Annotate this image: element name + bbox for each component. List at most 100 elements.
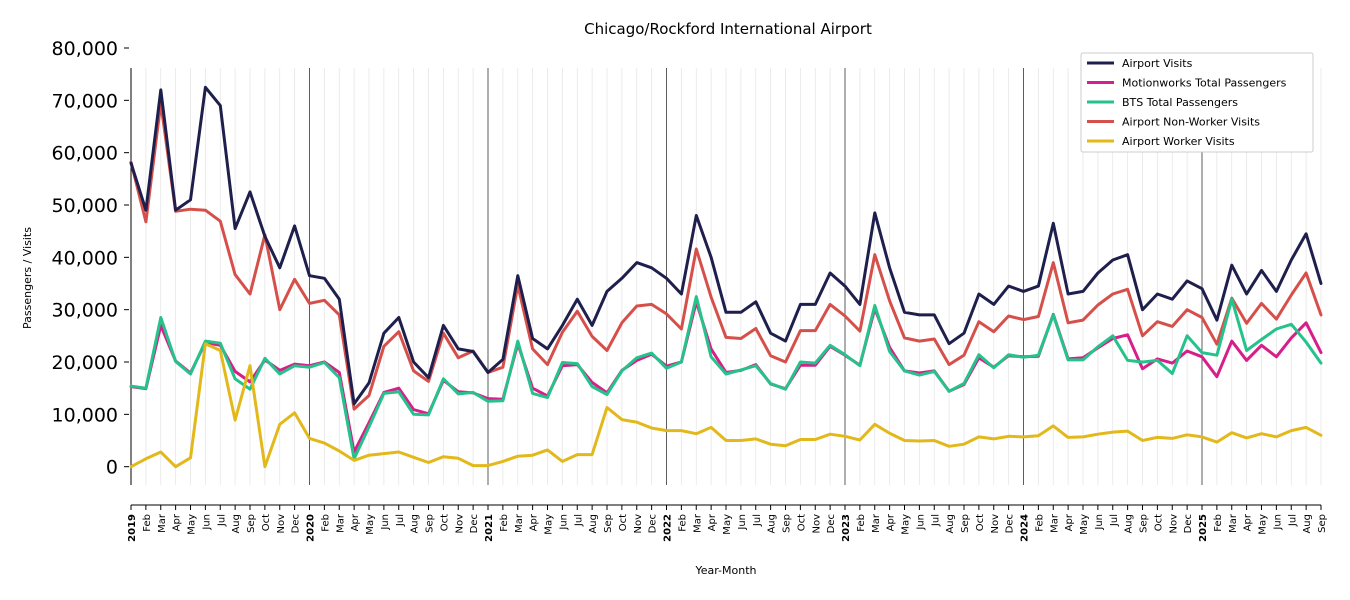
x-tick-label: Jun (380, 514, 391, 531)
x-axis-label: Year-Month (694, 564, 756, 577)
x-tick-label: Aug (1124, 514, 1135, 534)
x-tick-label: Apr (1064, 513, 1075, 531)
x-tick-label: Apr (707, 513, 718, 531)
x-tick-label: Jun (1272, 514, 1283, 531)
x-tick-label: Apr (1243, 513, 1254, 531)
x-tick-label: May (1258, 514, 1269, 535)
x-tick-label: Jul (1109, 514, 1120, 527)
x-tick-label: Mar (514, 513, 525, 533)
series-lines (129, 85, 1323, 469)
x-tick-label: Jun (558, 514, 569, 531)
x-tick-label: Mar (1228, 513, 1239, 533)
x-tick-label: Nov (990, 514, 1001, 534)
x-tick-label: Feb (142, 514, 153, 532)
x-tick-label: Oct (1153, 514, 1164, 531)
x-tick-label: Aug (231, 514, 242, 534)
x-tick-label: 2019 (127, 514, 138, 542)
series-line-airport-visits (129, 85, 1323, 406)
x-tick-label: Jul (930, 514, 941, 527)
x-tick-label: Mar (157, 513, 168, 533)
x-tick-label: May (1079, 514, 1090, 535)
x-tick-label: Feb (856, 514, 867, 532)
y-tick-label: 10,000 (52, 404, 118, 426)
x-tick-label: Jun (737, 514, 748, 531)
x-tick-label: Apr (172, 513, 183, 531)
x-tick-label: Nov (1168, 514, 1179, 534)
series-line-airport-non-worker-visits (129, 101, 1323, 411)
x-tick-label: Sep (1317, 514, 1328, 533)
y-tick-label: 70,000 (52, 90, 118, 112)
y-tick-label: 60,000 (52, 143, 118, 165)
x-tick-label: Dec (469, 514, 480, 533)
x-tick-label: Nov (633, 514, 644, 534)
x-tick-label: Aug (588, 514, 599, 534)
x-tick-label: Sep (782, 514, 793, 533)
x-tick-label: 2022 (663, 514, 674, 542)
legend-label: BTS Total Passengers (1122, 96, 1238, 109)
x-tick-label: 2024 (1020, 514, 1031, 542)
series-line-airport-worker-visits (129, 342, 1323, 469)
x-tick-label: Dec (648, 514, 659, 533)
legend-box (1080, 52, 1314, 153)
x-tick-label: Oct (439, 514, 450, 531)
x-tick-label: Apr (886, 513, 897, 531)
x-axis-ticks: 2019 Feb Mar Apr May Jun Jul Aug Sep Oct Nov Dec 202… (127, 505, 1328, 542)
x-tick-label: Aug (945, 514, 956, 534)
x-tick-label: Aug (410, 514, 421, 534)
x-tick-label: Oct (975, 514, 986, 531)
x-tick-label: Oct (618, 514, 629, 531)
x-tick-label: 2020 (306, 514, 317, 542)
x-tick-label: Aug (1302, 514, 1313, 534)
x-tick-label: Jul (395, 514, 406, 527)
x-tick-label: Dec (826, 514, 837, 533)
x-tick-label: May (365, 514, 376, 535)
x-tick-label: Aug (767, 514, 778, 534)
x-tick-label: Mar (871, 513, 882, 533)
x-tick-label: Nov (276, 514, 287, 534)
x-tick-label: Feb (1034, 514, 1045, 532)
x-tick-label: Nov (454, 514, 465, 534)
legend-label: Airport Visits (1122, 57, 1193, 70)
chart-grid (145, 68, 1322, 485)
y-axis-ticks: 0 10,000 20,000 30,000 40,000 50,000 60,000 70,… (52, 38, 129, 479)
x-tick-label: Mar (692, 513, 703, 533)
x-tick-label: Sep (246, 514, 257, 533)
x-tick-label: Sep (425, 514, 436, 533)
x-tick-label: May (187, 514, 198, 535)
chart-title: Chicago/Rockford International Airport (584, 20, 872, 38)
y-axis-label: Passengers / Visits (21, 227, 34, 329)
x-tick-label: Jul (752, 514, 763, 527)
x-tick-label: Jul (216, 514, 227, 527)
x-tick-label: Jun (915, 514, 926, 531)
x-tick-label: May (901, 514, 912, 535)
x-tick-label: Jun (201, 514, 212, 531)
y-tick-label: 40,000 (52, 247, 118, 269)
x-tick-label: Mar (335, 513, 346, 533)
x-tick-label: Nov (811, 514, 822, 534)
x-tick-label: Oct (261, 514, 272, 531)
x-tick-label: Oct (796, 514, 807, 531)
y-tick-label: 80,000 (52, 38, 118, 60)
x-tick-label: Feb (1213, 514, 1224, 532)
x-tick-label: 2025 (1198, 514, 1209, 542)
legend-label: Airport Non-Worker Visits (1122, 116, 1260, 129)
y-tick-label: 20,000 (52, 352, 118, 374)
x-tick-label: Feb (499, 514, 510, 532)
x-tick-label: Sep (603, 514, 614, 533)
legend-label: Motionworks Total Passengers (1122, 77, 1287, 90)
x-tick-label: Dec (1183, 514, 1194, 533)
x-tick-label: May (544, 514, 555, 535)
x-tick-label: Jun (1094, 514, 1105, 531)
y-tick-label: 30,000 (52, 300, 118, 322)
legend-label: Airport Worker Visits (1122, 135, 1235, 148)
x-tick-label: Jul (1287, 514, 1298, 527)
x-tick-label: 2023 (841, 514, 852, 542)
x-tick-label: Feb (677, 514, 688, 532)
x-tick-label: Feb (320, 514, 331, 532)
x-tick-label: Apr (529, 513, 540, 531)
x-tick-label: Dec (1005, 514, 1016, 533)
x-tick-label: Jul (573, 514, 584, 527)
x-tick-label: Apr (350, 513, 361, 531)
legend: Airport Visits Motionworks Total Passenge… (1080, 52, 1314, 153)
